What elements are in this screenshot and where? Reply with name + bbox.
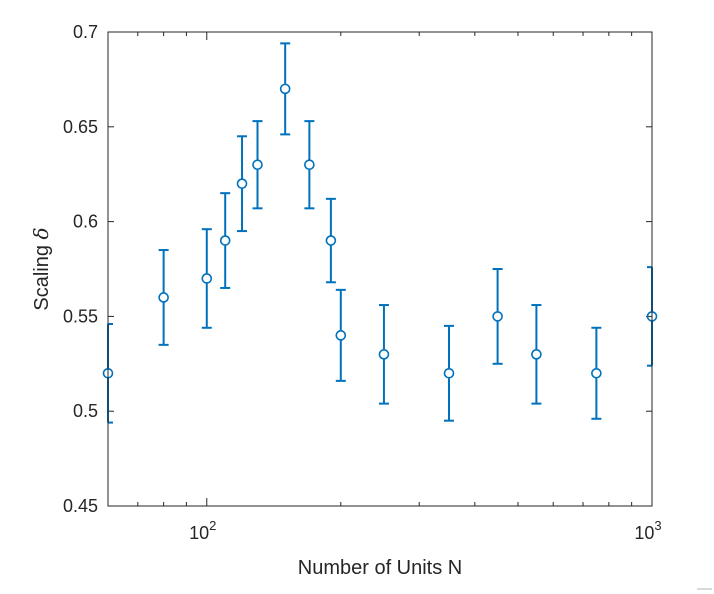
data-point [201, 273, 213, 284]
axes-box [107, 31, 653, 507]
y-tick-label: 0.55 [63, 306, 98, 326]
data-point [378, 349, 390, 360]
data-point [531, 349, 542, 360]
data-point [492, 311, 503, 322]
corner-mark [697, 588, 712, 590]
data-point [158, 292, 169, 303]
data-point [279, 83, 291, 95]
data-point [236, 178, 248, 189]
y-axis-label: Scaling δ [29, 227, 53, 310]
x-tick-label-exponent: 3 [654, 518, 661, 533]
x-axis-label: Number of Units N [298, 557, 463, 579]
data-point [335, 330, 347, 341]
x-tick-labels: 102 103 [189, 518, 661, 543]
x-tick-label-base: 10 [634, 523, 654, 543]
x-tick-label-base: 10 [189, 523, 209, 543]
y-tick-labels: 0.45 0.5 0.55 0.6 0.65 0.7 [63, 22, 98, 516]
data-point [304, 159, 315, 171]
data-point [443, 367, 455, 379]
data-point [219, 235, 231, 246]
y-axis-label-symbol: δ [29, 227, 53, 239]
data-point [591, 367, 602, 379]
y-tick-label: 0.65 [63, 117, 98, 137]
x-tick-label: 103 [634, 518, 661, 543]
y-tick-label: 0.7 [73, 22, 98, 42]
data-point [252, 159, 263, 171]
y-axis-label-text: Scaling [31, 239, 53, 310]
y-tick-label: 0.5 [73, 401, 98, 421]
x-tick-label: 102 [189, 518, 216, 543]
y-tick-label: 0.6 [73, 212, 98, 232]
y-tick-label: 0.45 [63, 496, 98, 516]
x-tick-label-exponent: 2 [209, 518, 216, 533]
plot-area [108, 32, 652, 506]
data-point [325, 235, 337, 246]
